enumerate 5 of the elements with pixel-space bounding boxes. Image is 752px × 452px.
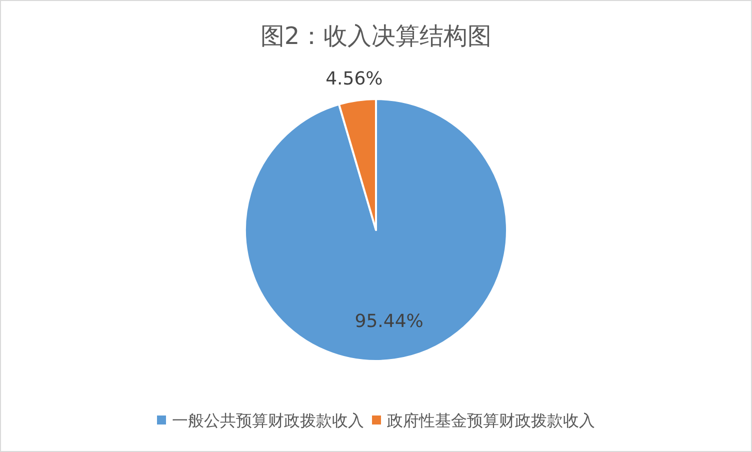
legend-label: 一般公共预算财政拨款收入 — [172, 411, 364, 430]
legend-label: 政府性基金预算财政拨款收入 — [387, 411, 595, 430]
chart-title: 图2：收入决算结构图 — [260, 22, 492, 50]
data-label: 95.44% — [354, 310, 424, 332]
data-label: 4.56% — [326, 68, 383, 90]
